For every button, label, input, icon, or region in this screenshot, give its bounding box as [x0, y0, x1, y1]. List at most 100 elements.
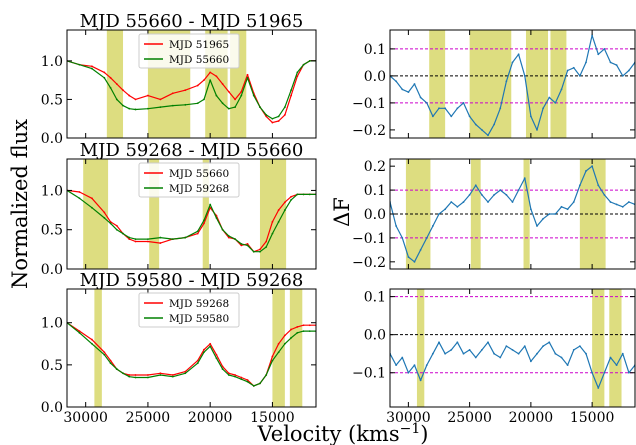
y-tick-label: −0.1	[352, 366, 386, 382]
data-point	[115, 368, 118, 370]
data-point	[283, 342, 286, 345]
shaded-band-0	[416, 289, 425, 407]
data-point	[109, 222, 112, 225]
data-point	[597, 387, 600, 389]
data-point	[246, 379, 249, 381]
data-point	[246, 76, 249, 79]
data-point	[196, 362, 199, 365]
data-point	[296, 326, 299, 328]
data-point	[413, 364, 416, 367]
data-point	[468, 115, 471, 118]
data-point	[171, 238, 174, 241]
data-point	[566, 208, 569, 211]
data-point	[147, 240, 149, 243]
x-tick-label: 15000	[570, 410, 615, 426]
data-point	[480, 349, 483, 351]
data-point	[493, 123, 496, 126]
x-tick-label: 20000	[188, 410, 233, 426]
legend-label: MJD 55660	[169, 54, 229, 66]
data-point	[159, 236, 162, 239]
data-point	[627, 69, 630, 72]
shaded-band-0	[83, 159, 109, 269]
legend-box	[138, 292, 240, 328]
shaded-band-0	[106, 30, 124, 138]
data-point	[413, 260, 416, 263]
data-point	[246, 73, 249, 76]
data-point	[265, 246, 268, 248]
data-point	[115, 228, 118, 231]
data-point	[431, 225, 434, 227]
y-tick-label: 0.1	[364, 183, 386, 199]
data-point	[91, 65, 93, 68]
x-tick-label: 20000	[509, 410, 554, 426]
data-point	[196, 230, 199, 233]
data-point	[215, 217, 218, 219]
data-point	[615, 64, 618, 66]
data-point	[290, 195, 292, 198]
data-point	[290, 328, 292, 331]
data-point	[290, 336, 292, 339]
data-point	[609, 61, 612, 64]
shaded-band-2	[202, 159, 209, 269]
data-point	[234, 106, 236, 109]
y-tick-label: 0.0	[364, 328, 386, 344]
data-point	[290, 94, 292, 97]
data-point	[283, 334, 286, 337]
data-point	[308, 330, 311, 333]
data-point	[444, 107, 447, 110]
data-point	[147, 238, 149, 241]
data-point	[444, 208, 447, 211]
data-point	[499, 356, 502, 359]
y-tick-label: 0.0	[41, 262, 63, 278]
data-point	[603, 371, 606, 374]
data-point	[597, 53, 600, 56]
shaded-band-1	[272, 289, 285, 407]
data-point	[115, 98, 118, 101]
axes-frame	[389, 29, 636, 139]
shaded-band-2	[289, 289, 303, 407]
axes-frame	[66, 29, 317, 139]
data-point	[296, 331, 299, 334]
data-point	[462, 352, 465, 355]
data-point	[591, 371, 594, 374]
data-point	[296, 75, 299, 78]
data-point	[615, 364, 618, 367]
data-point	[221, 365, 224, 368]
y-tick-label: 0.0	[41, 131, 63, 147]
data-point	[401, 237, 404, 239]
data-point	[271, 220, 274, 223]
data-point	[511, 201, 514, 203]
data-point	[196, 359, 199, 362]
data-point	[566, 364, 569, 367]
data-point	[609, 201, 612, 203]
data-point	[529, 208, 532, 211]
data-point	[215, 357, 218, 360]
data-point	[517, 189, 520, 191]
data-point	[78, 331, 81, 334]
data-point	[203, 98, 205, 101]
data-point	[536, 225, 538, 227]
data-point	[91, 338, 93, 341]
data-point	[277, 115, 280, 118]
data-point	[283, 201, 286, 204]
data-point	[259, 250, 261, 253]
data-point	[474, 356, 477, 359]
plot-area-flux3	[67, 289, 316, 407]
data-point	[103, 76, 106, 79]
legend-box	[138, 162, 240, 198]
data-point	[103, 71, 106, 74]
data-point	[196, 84, 199, 87]
data-point	[499, 107, 502, 110]
legend-label: MJD 59268	[169, 183, 229, 195]
plot-area-flux2	[67, 159, 316, 269]
y-tick-label: 0.0	[41, 400, 63, 416]
data-point	[585, 170, 587, 172]
data-point	[215, 353, 218, 356]
data-point	[184, 236, 187, 239]
data-point	[308, 59, 311, 62]
data-point	[578, 75, 581, 77]
shaded-band-3	[550, 30, 567, 138]
data-point	[128, 107, 131, 110]
